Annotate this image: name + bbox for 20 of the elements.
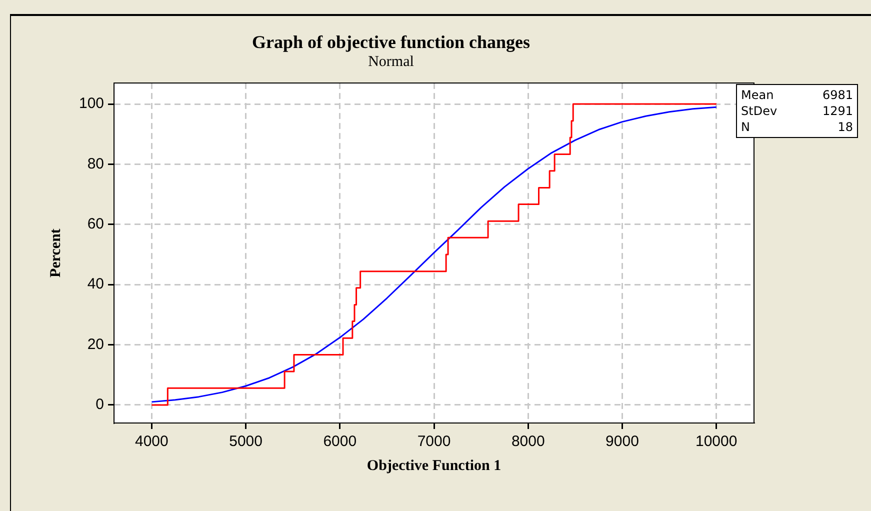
- chart-subtitle: Normal: [367, 54, 415, 71]
- x-tick-label: 9000: [606, 433, 639, 450]
- x-tick-label: 6000: [323, 433, 357, 450]
- y-tick-label: 0: [96, 396, 104, 414]
- x-tick-label: 5000: [229, 433, 262, 450]
- y-tick-label: 40: [87, 276, 104, 293]
- y-tick-label: 80: [87, 155, 104, 172]
- y-tick-label: 60: [87, 216, 104, 233]
- chart-title: Graph of objective function changes: [251, 32, 531, 53]
- x-tick-label: 8000: [511, 433, 545, 450]
- y-tick-label: 20: [87, 336, 104, 353]
- y-tick-label: 100: [78, 95, 104, 112]
- x-axis-title: Objective Function 1: [366, 458, 502, 474]
- y-axis-title: Percent: [48, 228, 64, 278]
- x-tick-label: 10000: [695, 433, 738, 450]
- text: Mean 6981: [741, 88, 853, 102]
- x-tick-label: 7000: [417, 433, 451, 450]
- text: N 18: [741, 120, 853, 134]
- text: StDev 1291: [741, 104, 853, 118]
- x-tick-label: 4000: [134, 433, 168, 450]
